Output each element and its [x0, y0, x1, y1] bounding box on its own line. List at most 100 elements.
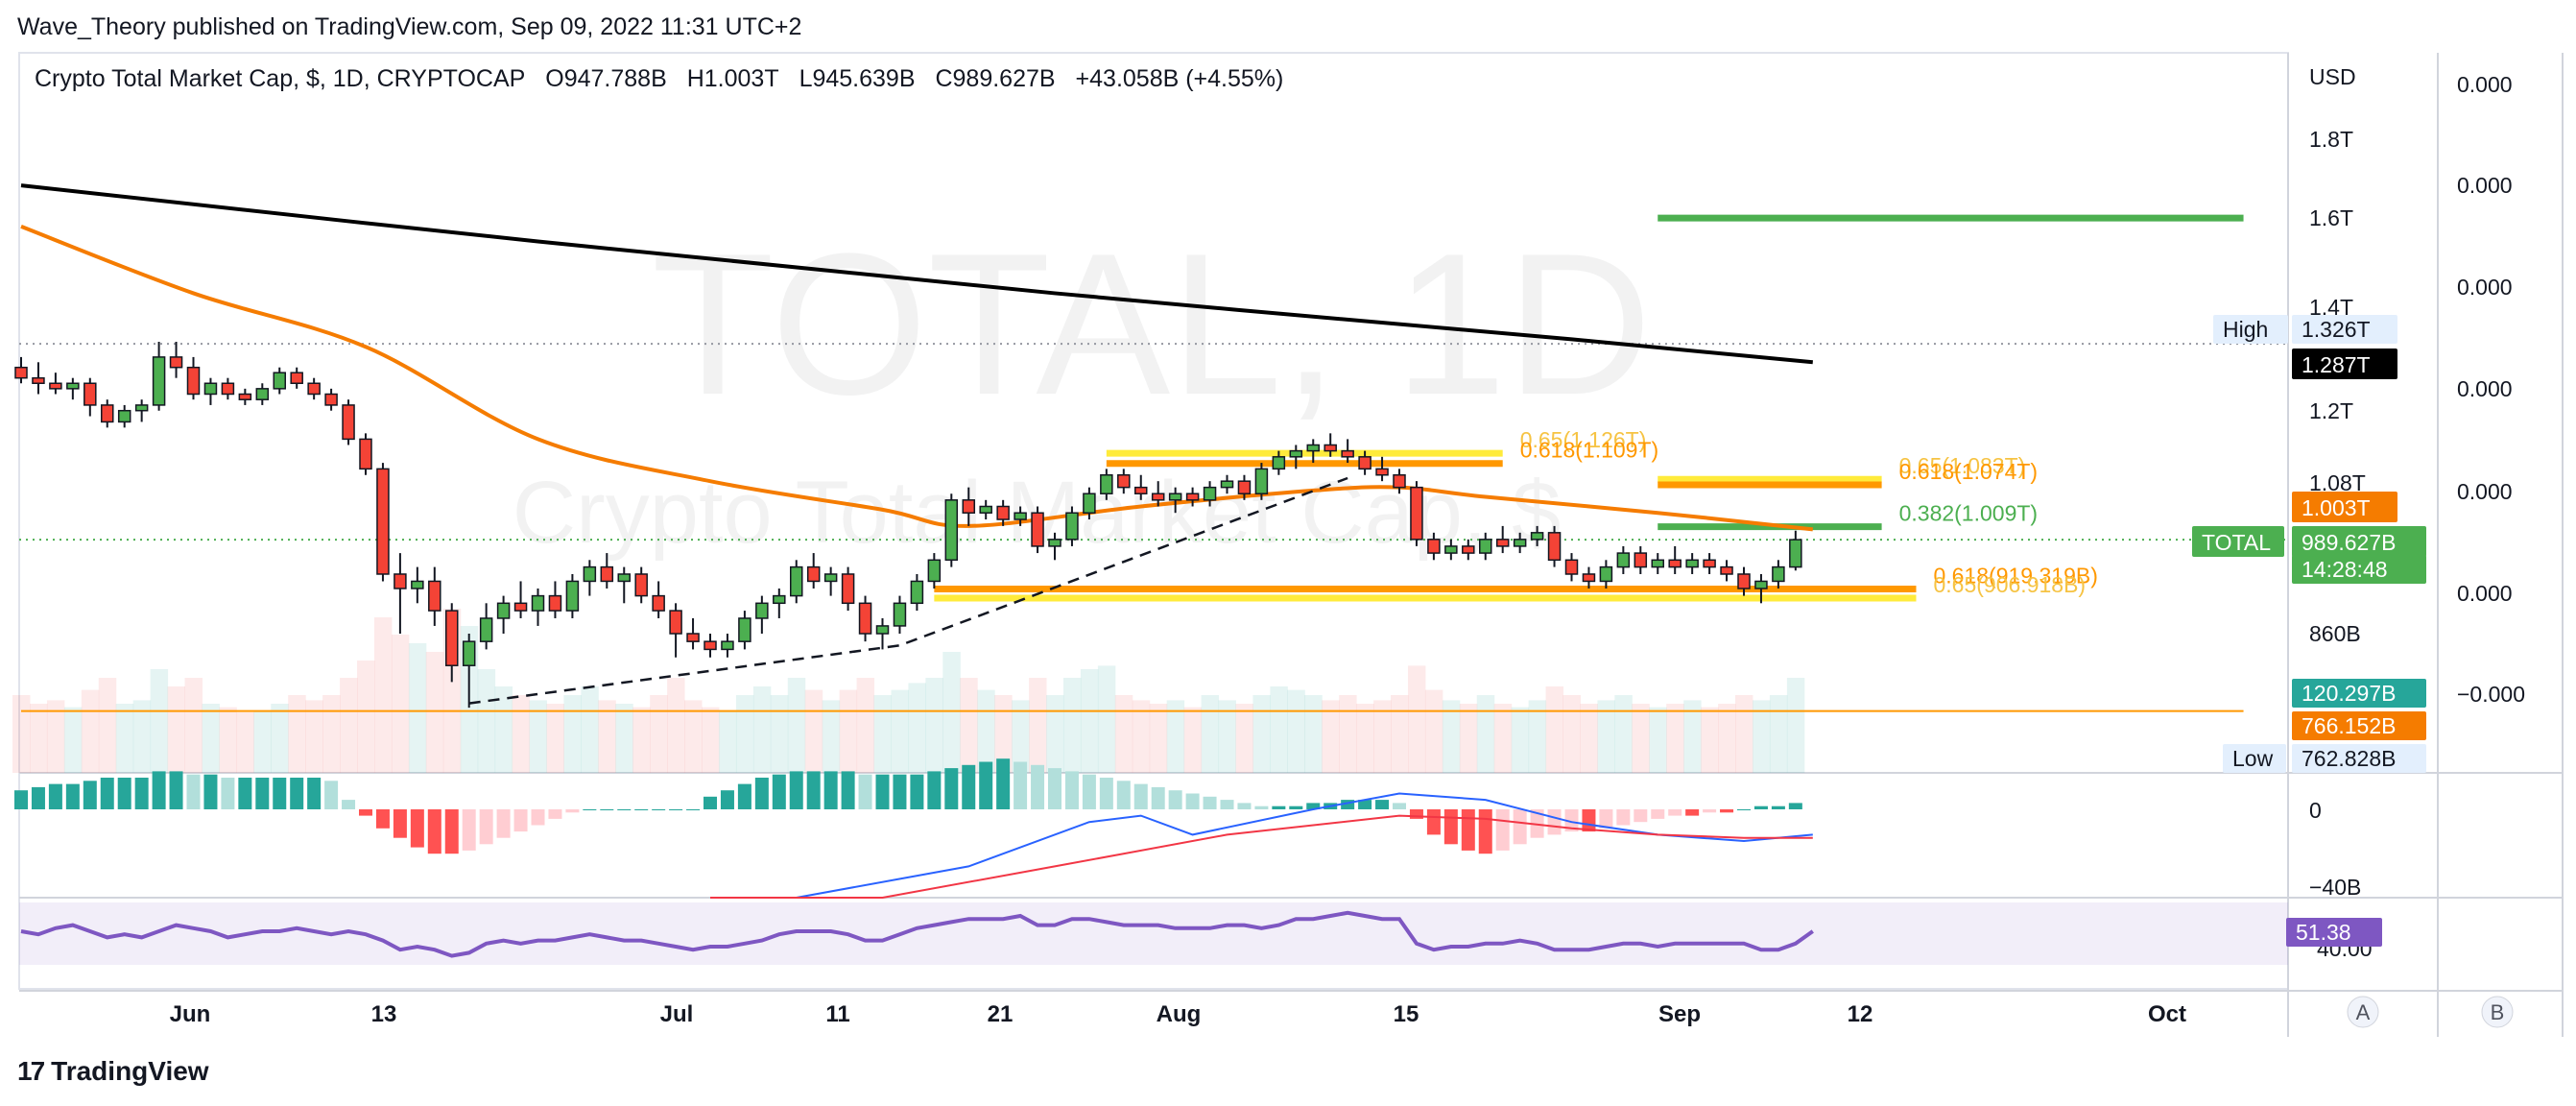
trendline: [468, 476, 1348, 705]
candle-up: [583, 565, 597, 583]
level-label: 0.618(1.074T): [1899, 459, 2038, 484]
volume-bar: [1614, 695, 1633, 773]
support-tag: 766.152B: [2302, 713, 2396, 738]
volume-tag-bg: [2292, 679, 2426, 708]
candle-down: [1427, 539, 1441, 554]
candle-down: [1410, 486, 1423, 541]
candle-down: [1737, 573, 1751, 589]
volume-bar: [1769, 695, 1788, 773]
macd-histogram-bar: [65, 783, 80, 809]
volume-bar: [1132, 700, 1151, 773]
high-tag: High: [2223, 317, 2268, 342]
volume-bar: [425, 652, 444, 773]
macd-histogram-bar: [375, 809, 390, 829]
macd-histogram-bar: [1426, 809, 1441, 835]
macd-histogram-bar: [1048, 768, 1061, 809]
volume-bar: [1097, 665, 1116, 773]
macd-histogram-bar: [1771, 805, 1785, 809]
volume-bar: [1218, 700, 1236, 773]
secondary-scale-label: 0.000: [2457, 376, 2513, 401]
y-tick-label: 860B: [2309, 621, 2361, 646]
volume-bar: [1080, 669, 1099, 773]
candle-up: [203, 382, 218, 396]
macd-histogram-bar: [342, 800, 356, 809]
footer-brand[interactable]: 17 TradingView: [17, 1056, 209, 1087]
volume-bar: [1235, 704, 1253, 773]
high-value-tag-bg: [2292, 315, 2397, 344]
rsi-line: [20, 910, 1814, 958]
volume-bar: [598, 700, 616, 773]
candle-down: [428, 580, 441, 612]
macd-histogram-bar: [134, 778, 149, 809]
candle-down: [806, 565, 821, 583]
volume-bar: [752, 686, 772, 773]
volume-bar: [1114, 695, 1133, 773]
macd-histogram-bar: [1099, 778, 1113, 809]
macd-histogram-bar: [548, 809, 562, 819]
rsi-band: [19, 902, 2288, 965]
candle-up: [1065, 512, 1079, 541]
x-tick-label: 13: [371, 1001, 397, 1027]
volume-bar: [1528, 700, 1547, 773]
volume-bar: [81, 689, 100, 773]
volume-bar: [529, 700, 547, 773]
candle-down: [1668, 559, 1682, 568]
macd-histogram-bar: [1341, 800, 1355, 809]
macd-scale-label: 0: [2309, 798, 2322, 823]
candle-up: [273, 372, 286, 390]
volume-bar: [219, 707, 237, 773]
candle-up: [1616, 552, 1631, 568]
volume-bar: [1029, 678, 1047, 773]
publisher-line: Wave_Theory published on TradingView.com…: [17, 13, 802, 40]
macd-histogram-bar: [14, 790, 28, 809]
x-tick-label: Jun: [170, 1001, 211, 1027]
macd-signal-line: [710, 814, 1813, 899]
candle-up: [893, 602, 907, 627]
macd-histogram-bar: [875, 774, 890, 809]
last-price-tag: 989.627B: [2302, 530, 2396, 555]
x-tick-label: 11: [825, 1001, 849, 1027]
macd-panel: [14, 758, 1813, 899]
macd-histogram-bar: [737, 783, 751, 809]
candle-up: [1014, 512, 1027, 520]
volume-bar: [288, 695, 306, 773]
macd-histogram-bar: [617, 809, 632, 810]
volume-bar: [236, 712, 254, 773]
candle-up: [411, 580, 424, 589]
volume-bar: [1718, 704, 1736, 773]
symbol-tag: TOTAL: [2202, 530, 2271, 555]
y-tick-label: 1.8T: [2309, 127, 2353, 152]
macd-histogram-bar: [1564, 809, 1579, 832]
volume-bar: [150, 669, 169, 773]
level-label: 0.65(1.126T): [1520, 427, 1647, 452]
volume-bar: [822, 700, 841, 773]
volume-bar: [1666, 704, 1684, 773]
candle-down: [704, 640, 717, 651]
candle-down: [652, 594, 665, 612]
candle-up: [1685, 559, 1699, 568]
x-tick-label: Aug: [1157, 1001, 1202, 1027]
secondary-scale-label: 0.000: [2457, 581, 2513, 606]
macd-histogram-bar: [410, 809, 424, 848]
volume-bar: [804, 689, 823, 773]
candle-up: [823, 573, 838, 583]
macd-histogram-bar: [462, 809, 476, 851]
candle-up: [755, 602, 769, 619]
candle-up: [134, 404, 149, 412]
volume-bar: [1391, 695, 1409, 773]
macd-histogram-bar: [1289, 805, 1303, 809]
axes: Jun 13 Jul 11 21 Aug 15 Sep 12 Oct1.8T1.6T1.4T1.2…: [170, 64, 2525, 1028]
volume-bar: [684, 700, 703, 773]
candle-up: [462, 640, 476, 666]
secondary-scale-label: 0.000: [2457, 173, 2513, 198]
volume-bar: [856, 678, 875, 773]
legend-close: C989.627B: [935, 65, 1056, 92]
candle-up: [617, 573, 631, 583]
candle-down: [858, 602, 872, 635]
macd-histogram-bar: [100, 778, 114, 809]
legend-open: O947.788B: [545, 65, 667, 92]
volume-bar: [340, 678, 358, 773]
volume-bar: [184, 678, 203, 773]
candle-down: [238, 393, 252, 400]
y-tick-label: 1.2T: [2309, 398, 2353, 423]
